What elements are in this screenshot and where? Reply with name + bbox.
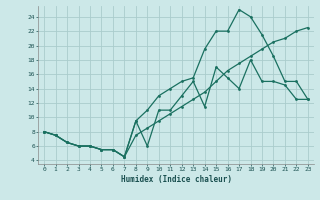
X-axis label: Humidex (Indice chaleur): Humidex (Indice chaleur) [121,175,231,184]
